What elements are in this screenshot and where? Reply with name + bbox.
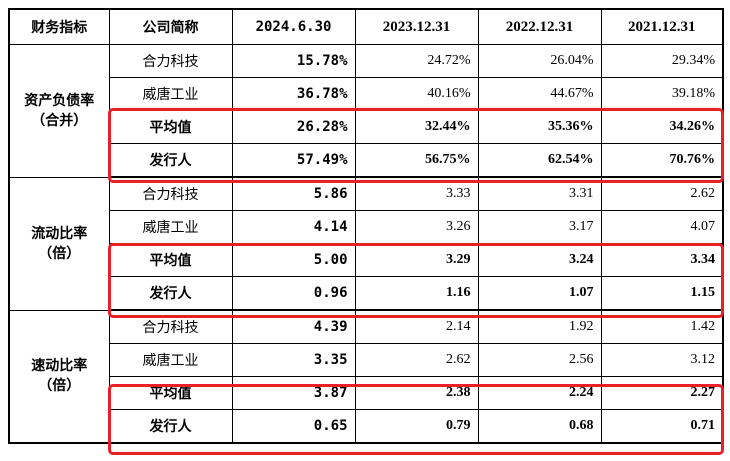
financial-indicators-table: 财务指标 公司简称 2024.6.30 2023.12.31 2022.12.3…	[8, 8, 724, 444]
value-2022: 62.54%	[477, 143, 602, 178]
value-2024: 57.49%	[231, 143, 356, 178]
table-row: 速动比率 （倍） 合力科技 4.39 2.14 1.92 1.42	[8, 309, 724, 444]
value-2022: 2.24	[477, 376, 602, 410]
value-2021: 4.07	[600, 210, 724, 244]
value-2022: 35.36%	[477, 110, 602, 144]
table-row: 威唐工业 3.35 2.62 2.56 3.12	[9, 343, 724, 377]
company-cell: 威唐工业	[108, 77, 233, 111]
company-cell: 发行人	[108, 143, 233, 178]
table-row: 发行人 0.96 1.16 1.07 1.15	[9, 276, 724, 311]
table-row: 发行人 57.49% 56.75% 62.54% 70.76%	[9, 143, 724, 178]
value-2022: 44.67%	[477, 77, 602, 111]
value-2021: 29.34%	[600, 44, 724, 78]
value-2023: 32.44%	[354, 110, 479, 144]
table-row: 平均值 3.87 2.38 2.24 2.27	[9, 376, 724, 410]
value-2024: 3.87	[231, 376, 356, 410]
value-2021: 3.34	[600, 243, 724, 277]
value-2023: 2.38	[354, 376, 479, 410]
value-2022: 1.92	[477, 309, 602, 344]
value-2024: 0.96	[231, 276, 356, 311]
value-2022: 0.68	[477, 409, 602, 444]
value-2023: 0.79	[354, 409, 479, 444]
value-2021: 39.18%	[600, 77, 724, 111]
header-2021: 2021.12.31	[600, 8, 724, 45]
value-2023: 3.33	[354, 176, 479, 211]
header-2023: 2023.12.31	[354, 8, 479, 45]
value-2024: 5.86	[231, 176, 356, 211]
table-row: 平均值 26.28% 32.44% 35.36% 34.26%	[9, 110, 724, 144]
value-2023: 24.72%	[354, 44, 479, 78]
value-2021: 34.26%	[600, 110, 724, 144]
group-label-quick-ratio: 速动比率 （倍）	[8, 309, 110, 444]
value-2022: 2.56	[477, 343, 602, 377]
header-row: 财务指标 公司简称 2024.6.30 2023.12.31 2022.12.3…	[8, 8, 724, 45]
company-cell: 合力科技	[108, 176, 233, 211]
company-cell: 发行人	[108, 409, 233, 444]
table-row: 威唐工业 4.14 3.26 3.17 4.07	[9, 210, 724, 244]
value-2023: 2.14	[354, 309, 479, 344]
value-2023: 40.16%	[354, 77, 479, 111]
company-cell: 发行人	[108, 276, 233, 311]
value-2024: 3.35	[231, 343, 356, 377]
value-2021: 2.62	[600, 176, 724, 211]
value-2021: 2.27	[600, 376, 724, 410]
company-cell: 平均值	[108, 110, 233, 144]
value-2023: 56.75%	[354, 143, 479, 178]
group-label-line2: （倍）	[38, 245, 81, 262]
group-label-line1: 速动比率	[31, 358, 88, 375]
company-cell: 平均值	[108, 376, 233, 410]
company-cell: 威唐工业	[108, 343, 233, 377]
value-2024: 4.14	[231, 210, 356, 244]
table-row: 发行人 0.65 0.79 0.68 0.71	[9, 409, 724, 444]
value-2024: 26.28%	[231, 110, 356, 144]
table-row: 平均值 5.00 3.29 3.24 3.34	[9, 243, 724, 277]
value-2021: 3.12	[600, 343, 724, 377]
header-2022: 2022.12.31	[477, 8, 602, 45]
value-2022: 3.31	[477, 176, 602, 211]
table-row: 资产负债率 （合并） 合力科技 15.78% 24.72% 26.04% 29.…	[8, 44, 724, 178]
value-2024: 36.78%	[231, 77, 356, 111]
group-label-current-ratio: 流动比率 （倍）	[8, 176, 110, 311]
value-2021: 1.42	[600, 309, 724, 344]
company-cell: 威唐工业	[108, 210, 233, 244]
value-2022: 3.24	[477, 243, 602, 277]
value-2024: 4.39	[231, 309, 356, 344]
value-2022: 26.04%	[477, 44, 602, 78]
value-2024: 5.00	[231, 243, 356, 277]
company-cell: 平均值	[108, 243, 233, 277]
company-cell: 合力科技	[108, 309, 233, 344]
table-row: 流动比率 （倍） 合力科技 5.86 3.33 3.31 2.62	[8, 176, 724, 311]
table-row: 威唐工业 36.78% 40.16% 44.67% 39.18%	[9, 77, 724, 111]
value-2023: 3.29	[354, 243, 479, 277]
value-2023: 3.26	[354, 210, 479, 244]
company-cell: 合力科技	[108, 44, 233, 78]
header-2024: 2024.6.30	[231, 8, 356, 45]
value-2022: 3.17	[477, 210, 602, 244]
value-2021: 70.76%	[600, 143, 724, 178]
value-2024: 0.65	[231, 409, 356, 444]
group-label-line2: （倍）	[38, 378, 81, 395]
value-2023: 1.16	[354, 276, 479, 311]
value-2024: 15.78%	[231, 44, 356, 78]
value-2021: 1.15	[600, 276, 724, 311]
value-2023: 2.62	[354, 343, 479, 377]
group-label-debt-ratio: 资产负债率 （合并）	[8, 44, 110, 178]
group-label-line2: （合并）	[31, 112, 88, 129]
group-label-line1: 资产负债率	[24, 92, 95, 109]
header-company: 公司简称	[108, 8, 233, 45]
value-2022: 1.07	[477, 276, 602, 311]
group-label-line1: 流动比率	[31, 225, 88, 242]
header-indicator: 财务指标	[8, 8, 110, 45]
value-2021: 0.71	[600, 409, 724, 444]
